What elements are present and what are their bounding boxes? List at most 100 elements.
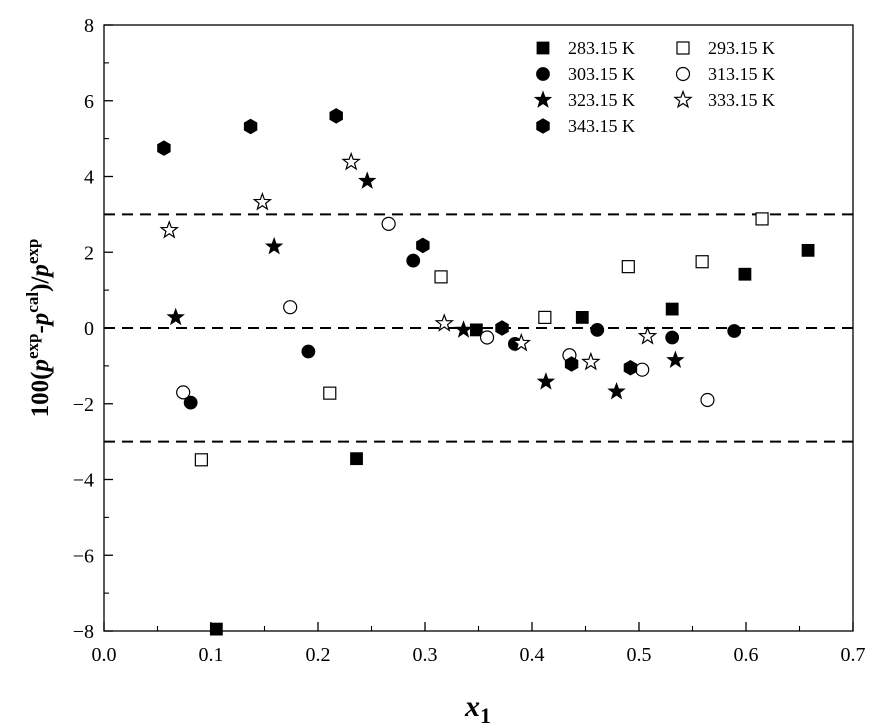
x-tick-label: 0.1 bbox=[199, 644, 224, 666]
data-points bbox=[157, 108, 815, 636]
data-point bbox=[738, 267, 752, 281]
legend-marker bbox=[673, 89, 693, 109]
y-title-p1: p bbox=[27, 359, 54, 374]
data-point bbox=[727, 324, 742, 338]
data-point bbox=[607, 381, 626, 400]
data-point bbox=[341, 151, 361, 171]
series-1 bbox=[194, 212, 769, 467]
y-tick-label: 4 bbox=[84, 167, 94, 189]
data-point bbox=[700, 392, 715, 408]
data-point bbox=[479, 330, 495, 345]
data-point bbox=[157, 140, 171, 156]
y-title-p3: p bbox=[27, 264, 54, 279]
data-point bbox=[252, 191, 273, 211]
data-point bbox=[183, 395, 198, 410]
x-axis-title-var: x bbox=[464, 690, 480, 723]
data-point bbox=[301, 344, 316, 359]
data-point bbox=[434, 313, 455, 332]
legend-label: 283.15 K bbox=[568, 38, 635, 58]
y-title-sup1: exp bbox=[23, 334, 42, 360]
legend-marker bbox=[533, 90, 553, 108]
y-title-sup3: exp bbox=[23, 239, 42, 265]
data-point bbox=[323, 386, 337, 400]
data-point bbox=[283, 300, 298, 315]
y-title-dash: - bbox=[27, 325, 54, 333]
legend-label: 323.15 K bbox=[568, 90, 635, 110]
legend-label: 293.15 K bbox=[708, 38, 775, 58]
data-point bbox=[264, 236, 284, 255]
data-point bbox=[635, 362, 650, 377]
legend-marker bbox=[536, 118, 550, 134]
y-title-sup2: cal bbox=[23, 292, 42, 313]
series-0 bbox=[209, 243, 815, 636]
legend-marker bbox=[536, 67, 550, 81]
y-tick-label: −4 bbox=[73, 470, 94, 492]
data-point bbox=[695, 255, 709, 269]
data-point bbox=[350, 452, 363, 466]
x-tick-label: 0.0 bbox=[92, 644, 117, 666]
x-axis-title: x1 bbox=[464, 690, 491, 728]
legend-marker bbox=[676, 41, 690, 55]
data-point bbox=[666, 350, 685, 369]
data-point bbox=[434, 270, 448, 284]
data-point bbox=[581, 351, 601, 371]
series-6 bbox=[157, 108, 638, 376]
data-point bbox=[469, 323, 483, 337]
data-point bbox=[159, 220, 180, 239]
x-tick-label: 0.3 bbox=[413, 644, 438, 666]
x-tick-label: 0.7 bbox=[841, 644, 866, 666]
data-point bbox=[511, 332, 532, 352]
legend-label: 313.15 K bbox=[708, 64, 775, 84]
y-title-slash: )/ bbox=[27, 276, 54, 292]
data-point bbox=[538, 310, 552, 324]
data-point bbox=[755, 212, 769, 226]
x-tick-label: 0.2 bbox=[306, 644, 331, 666]
data-point bbox=[665, 302, 679, 316]
data-point bbox=[194, 453, 208, 467]
data-point bbox=[166, 307, 185, 326]
y-tick-label: 6 bbox=[84, 91, 94, 113]
data-point bbox=[454, 320, 473, 338]
data-point bbox=[243, 118, 258, 135]
data-point bbox=[329, 108, 343, 124]
data-point bbox=[381, 216, 396, 231]
data-point bbox=[176, 385, 191, 400]
legend-label: 343.15 K bbox=[568, 116, 635, 136]
y-title-pre: 100( bbox=[27, 372, 54, 418]
plot-frame bbox=[103, 24, 854, 632]
series-5 bbox=[159, 151, 658, 371]
x-tick-label: 0.4 bbox=[520, 644, 545, 666]
data-point bbox=[590, 322, 605, 337]
data-point bbox=[406, 253, 421, 268]
series-3 bbox=[176, 216, 715, 408]
legend-label: 303.15 K bbox=[568, 64, 635, 84]
x-tick-label: 0.5 bbox=[627, 644, 652, 666]
data-point bbox=[495, 320, 509, 336]
data-point bbox=[536, 372, 556, 390]
data-point bbox=[564, 356, 579, 372]
data-point bbox=[209, 622, 223, 636]
y-tick-label: −8 bbox=[73, 621, 94, 643]
y-title-p2: p bbox=[27, 313, 54, 328]
legend-marker bbox=[675, 66, 691, 82]
x-tick-label: 0.6 bbox=[734, 644, 759, 666]
data-point bbox=[416, 237, 430, 254]
y-tick-label: 0 bbox=[84, 318, 94, 340]
y-tick-label: 8 bbox=[84, 15, 94, 37]
data-point bbox=[358, 171, 377, 189]
x-axis-title-sub: 1 bbox=[480, 703, 491, 728]
data-point bbox=[623, 360, 638, 376]
y-tick-label: −6 bbox=[73, 545, 94, 567]
data-point bbox=[637, 326, 658, 345]
data-point bbox=[621, 260, 635, 274]
data-point bbox=[575, 310, 589, 324]
series-4 bbox=[166, 171, 685, 400]
data-point bbox=[801, 243, 815, 257]
y-tick-label: 2 bbox=[84, 242, 94, 264]
y-tick-label: −2 bbox=[73, 394, 94, 416]
tick-labels: 0.0 0.1 0.2 0.3 0.4 0.5 0.6 0.7 −8 −6 −4 −2 0 2 4 6 8 bbox=[73, 15, 866, 666]
legend-marker bbox=[536, 41, 550, 55]
legend: 283.15 K 293.15 K 303.15 K 313.15 K 323.15 K… bbox=[533, 38, 775, 136]
legend-label: 333.15 K bbox=[708, 90, 775, 110]
